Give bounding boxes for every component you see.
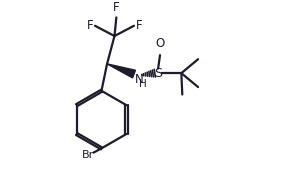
Text: F: F (87, 19, 93, 32)
Text: O: O (155, 37, 165, 50)
Text: Br: Br (81, 150, 94, 160)
Polygon shape (107, 64, 136, 78)
Text: H: H (139, 79, 146, 89)
Text: S: S (154, 67, 162, 80)
Text: F: F (113, 1, 120, 14)
Text: F: F (136, 19, 142, 32)
Text: N: N (135, 73, 144, 86)
